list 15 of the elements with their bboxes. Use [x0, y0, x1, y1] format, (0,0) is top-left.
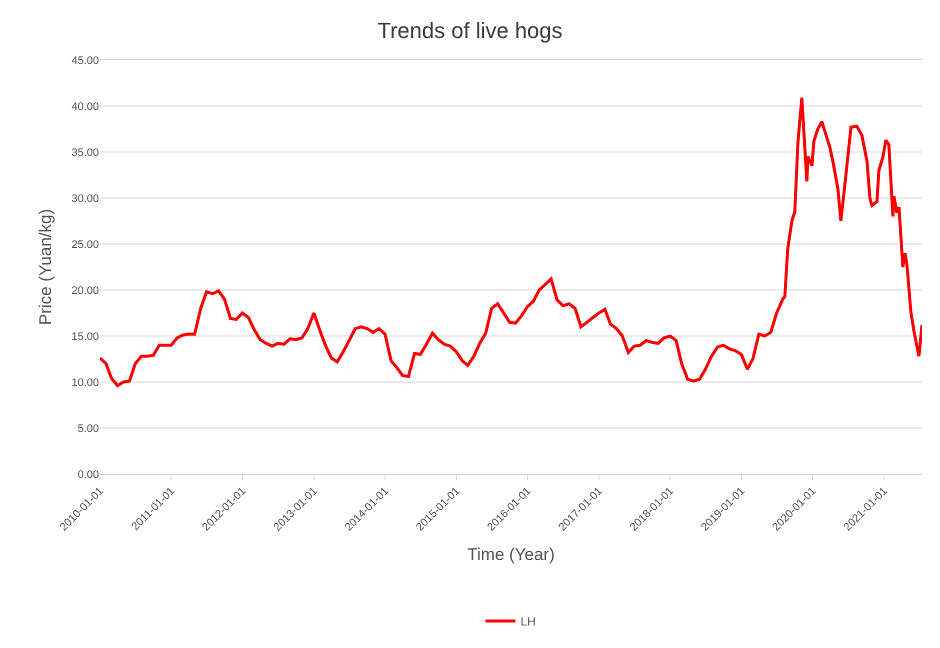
- y-tick-label: 45.00: [71, 54, 99, 67]
- y-axis-title: Price (Yuan/kg): [36, 208, 56, 326]
- y-tick-label: 35.00: [71, 146, 99, 159]
- legend-label: LH: [520, 614, 536, 629]
- line-series: [100, 96, 922, 388]
- y-tick-label: 25.00: [71, 238, 99, 251]
- y-tick-label: 15.00: [71, 330, 99, 343]
- y-tick-label: 5.00: [78, 422, 99, 435]
- y-tick-label: 30.00: [71, 192, 99, 205]
- chart-title: Trends of live hogs: [377, 18, 563, 44]
- y-tick-label: 40.00: [71, 100, 99, 113]
- y-tick-label: 20.00: [71, 284, 99, 297]
- y-tick-label: 0.00: [78, 468, 99, 481]
- x-axis-title: Time (Year): [467, 544, 555, 564]
- y-tick-label: 10.00: [71, 376, 99, 389]
